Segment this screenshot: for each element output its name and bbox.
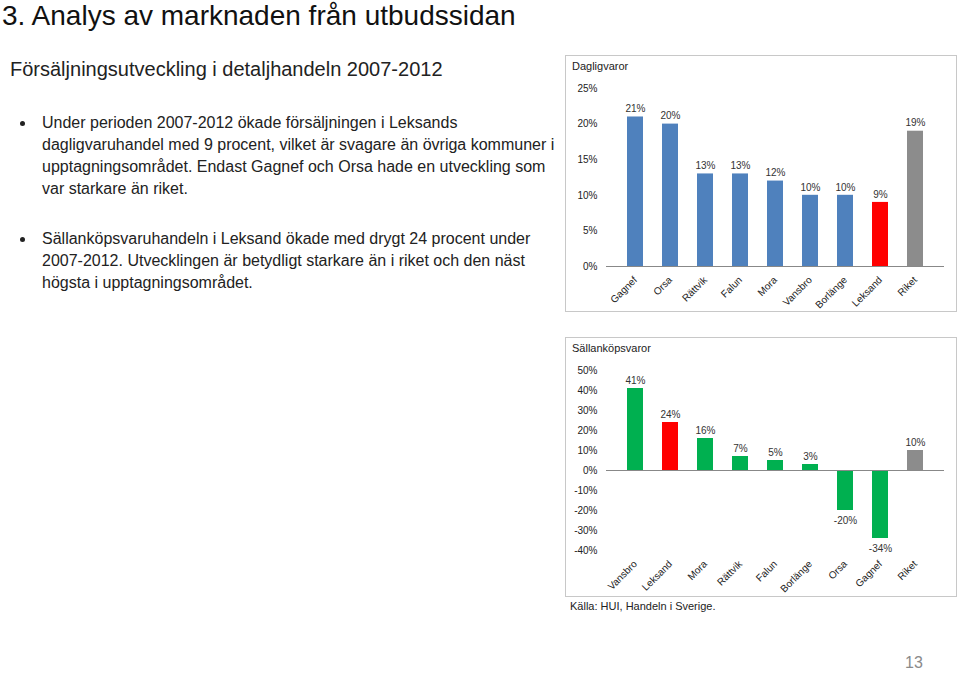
svg-text:3%: 3% [803,451,818,462]
html-text:Under perioden 2007-2012 ökade: Under perioden 2007-2012 ökade försäljni… [42,114,555,197]
svg-text:13%: 13% [695,160,715,171]
svg-text:10%: 10% [905,437,925,448]
svg-text:16%: 16% [695,425,715,436]
svg-text:Borlänge: Borlänge [813,274,849,310]
svg-text:9%: 9% [873,189,888,200]
svg-text:Leksand: Leksand [640,558,675,593]
svg-text:Riket: Riket [895,274,919,298]
svg-text:Borlänge: Borlänge [778,558,814,594]
svg-text:13%: 13% [730,160,750,171]
svg-text:0%: 0% [583,465,598,476]
svg-text:19%: 19% [905,117,925,128]
svg-text:12%: 12% [765,167,785,178]
svg-text:20%: 20% [660,110,680,121]
svg-text:-20%: -20% [834,515,857,526]
svg-text:Mora: Mora [755,274,779,298]
svg-text:5%: 5% [768,447,783,458]
svg-text:Orsa: Orsa [651,274,674,297]
svg-text:Vansbro: Vansbro [606,558,640,592]
svg-text:Vansbro: Vansbro [781,274,815,308]
html-text:Källa: HUI, Handeln i Sverige.: Källa: HUI, Handeln i Sverige. [570,600,716,612]
svg-text:Orsa: Orsa [826,558,849,581]
svg-text:Riket: Riket [895,558,919,582]
html-text:3. Analys av marknaden från ut: 3. Analys av marknaden från utbudssidan [2,0,516,31]
svg-text:40%: 40% [577,385,597,396]
svg-text:Gagnef: Gagnef [608,274,639,305]
svg-text:50%: 50% [577,365,597,376]
svg-text:41%: 41% [625,375,645,386]
svg-text:7%: 7% [733,443,748,454]
svg-text:15%: 15% [577,154,597,165]
svg-text:-40%: -40% [574,545,597,556]
svg-text:20%: 20% [577,425,597,436]
svg-text:Falun: Falun [754,558,779,583]
svg-text:Leksand: Leksand [850,274,885,309]
svg-text:10%: 10% [800,182,820,193]
html-text:Sällanköpsvaror: Sällanköpsvaror [572,342,651,354]
svg-text:Rättvik: Rättvik [680,274,710,304]
svg-text:24%: 24% [660,409,680,420]
svg-text:25%: 25% [577,83,597,94]
svg-text:0%: 0% [583,261,598,272]
html-text:Försäljningsutveckling i detal: Försäljningsutveckling i detaljhandeln 2… [10,58,443,80]
svg-text:-30%: -30% [574,525,597,536]
html-text:Dagligvaror: Dagligvaror [572,60,629,72]
svg-text:10%: 10% [577,190,597,201]
html-text:Sällanköpsvaruhandeln i Leksan: Sällanköpsvaruhandeln i Leksand ökade me… [42,230,531,291]
svg-text:-10%: -10% [574,485,597,496]
svg-text:Falun: Falun [719,274,744,299]
svg-text:10%: 10% [577,445,597,456]
svg-text:30%: 30% [577,405,597,416]
svg-text:20%: 20% [577,118,597,129]
svg-text:5%: 5% [583,225,598,236]
svg-text:-34%: -34% [869,543,892,554]
svg-text:21%: 21% [625,103,645,114]
svg-text:10%: 10% [835,182,855,193]
html-text:13: 13 [905,654,923,671]
svg-text:Rättvik: Rättvik [715,558,745,588]
svg-text:Gagnef: Gagnef [853,558,884,589]
svg-text:Mora: Mora [685,558,709,582]
svg-text:-20%: -20% [574,505,597,516]
